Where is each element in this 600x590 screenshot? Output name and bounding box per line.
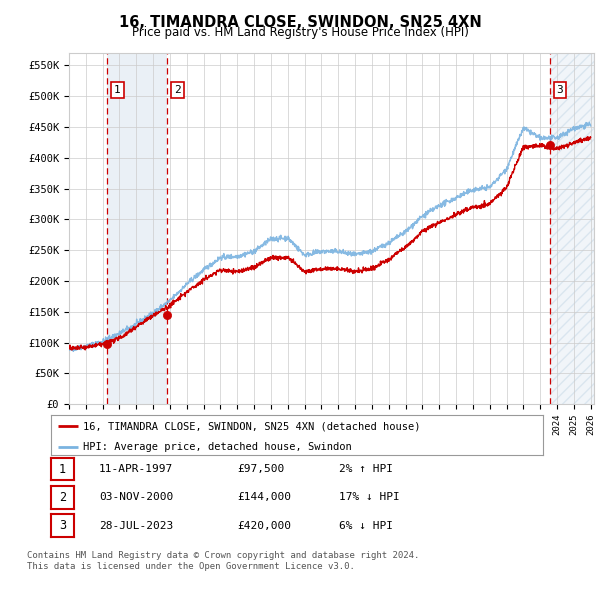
Text: 17% ↓ HPI: 17% ↓ HPI	[339, 493, 400, 502]
Text: 3: 3	[556, 85, 563, 95]
Point	[545, 141, 554, 150]
Text: 2: 2	[174, 85, 181, 95]
Point	[103, 339, 112, 349]
Text: £97,500: £97,500	[237, 464, 284, 474]
Point	[163, 311, 172, 320]
Text: 16, TIMANDRA CLOSE, SWINDON, SN25 4XN: 16, TIMANDRA CLOSE, SWINDON, SN25 4XN	[119, 15, 481, 30]
Text: 1: 1	[114, 85, 121, 95]
Text: 28-JUL-2023: 28-JUL-2023	[99, 521, 173, 530]
Text: 11-APR-1997: 11-APR-1997	[99, 464, 173, 474]
Bar	[550, 53, 594, 404]
Text: Price paid vs. HM Land Registry's House Price Index (HPI): Price paid vs. HM Land Registry's House …	[131, 26, 469, 39]
Text: 3: 3	[59, 519, 66, 532]
Text: Contains HM Land Registry data © Crown copyright and database right 2024.: Contains HM Land Registry data © Crown c…	[27, 552, 419, 560]
Bar	[107, 53, 167, 404]
Text: 2% ↑ HPI: 2% ↑ HPI	[339, 464, 393, 474]
Text: 16, TIMANDRA CLOSE, SWINDON, SN25 4XN (detached house): 16, TIMANDRA CLOSE, SWINDON, SN25 4XN (d…	[83, 422, 421, 432]
Text: 03-NOV-2000: 03-NOV-2000	[99, 493, 173, 502]
Text: 2: 2	[59, 491, 66, 504]
Text: 1: 1	[59, 463, 66, 476]
Text: This data is licensed under the Open Government Licence v3.0.: This data is licensed under the Open Gov…	[27, 562, 355, 571]
Text: 6% ↓ HPI: 6% ↓ HPI	[339, 521, 393, 530]
Text: £420,000: £420,000	[237, 521, 291, 530]
Text: HPI: Average price, detached house, Swindon: HPI: Average price, detached house, Swin…	[83, 442, 352, 453]
Text: £144,000: £144,000	[237, 493, 291, 502]
